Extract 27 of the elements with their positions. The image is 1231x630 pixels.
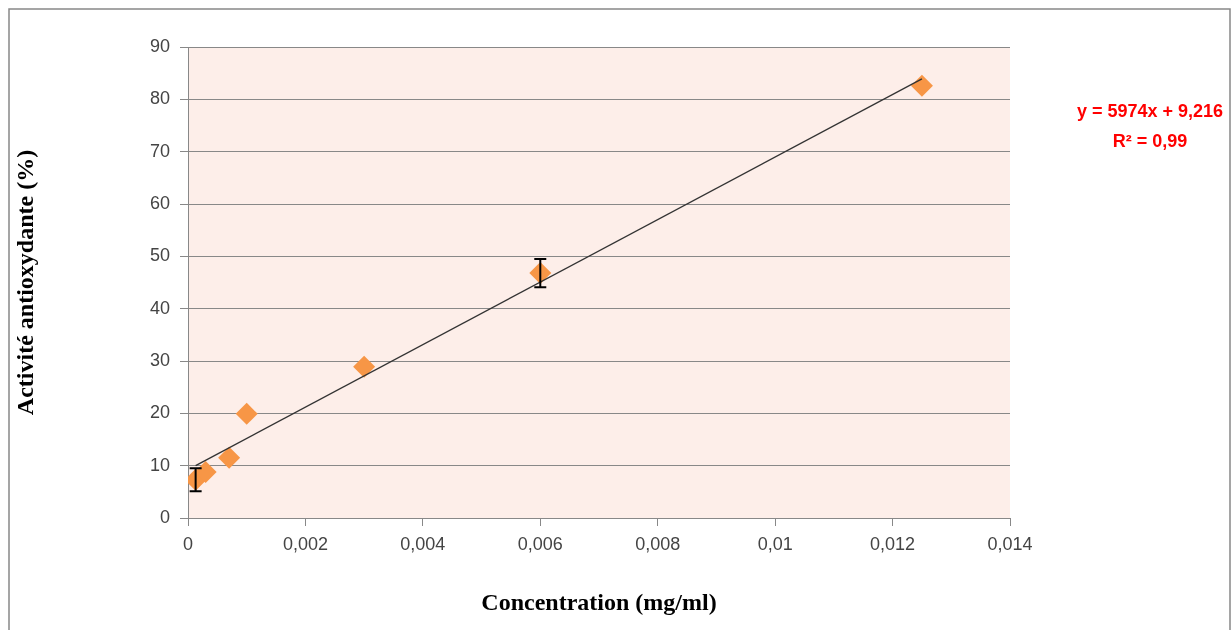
y-tick-label: 70 <box>149 140 170 161</box>
x-tick-label: 0,01 <box>757 533 793 554</box>
text: y = 5974x + 9,216 <box>1076 100 1224 121</box>
y-tick-label: 20 <box>149 402 170 423</box>
x-tick-label: 0,006 <box>517 533 563 554</box>
x-tick-label: 0,014 <box>987 533 1033 554</box>
point <box>353 355 376 378</box>
x-tick-label: 0,002 <box>282 533 328 554</box>
point <box>235 402 258 425</box>
y-tick-label: 50 <box>149 245 170 266</box>
y-axis-title: Activité antioxydante (%) <box>11 149 38 416</box>
y-tick-label: 60 <box>149 192 170 213</box>
y-tick-label: 90 <box>149 35 170 56</box>
x-tick-label: 0 <box>182 533 194 554</box>
y-tick-label: 40 <box>149 297 170 318</box>
x-axis-title: Concentration (mg/ml) <box>481 588 717 615</box>
x-tick-label: 0,004 <box>400 533 446 554</box>
point <box>218 446 241 469</box>
y-tick-label: 30 <box>149 349 170 370</box>
point <box>194 460 217 483</box>
y-tick-label: 0 <box>159 506 170 527</box>
x-tick-label: 0,012 <box>870 533 916 554</box>
x-tick-label: 0,008 <box>635 533 681 554</box>
y-tick-label: 80 <box>149 88 170 109</box>
point <box>910 74 933 97</box>
text: R² = 0,99 <box>1112 130 1188 151</box>
y-tick-label: 10 <box>149 454 170 475</box>
